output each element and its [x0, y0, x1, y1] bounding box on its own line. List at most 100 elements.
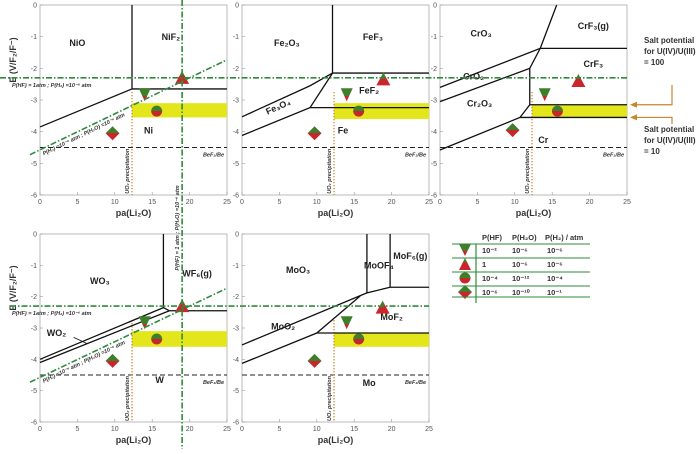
panel-mo: 0 5 10 15 20 25 0 -1 -2 -3 -4 -5 -6 pa(Li₂O) BeF₂/Be UO… [233, 232, 433, 446]
y-tick-label: -6 [431, 193, 437, 200]
legend-diamond-icon [458, 285, 472, 299]
salt-potential-band [132, 103, 227, 118]
marker-legend-table: P(HF) P(H₂O) P(H₂) / atm 10⁻² 10⁻⁶ 10⁻⁶ 1 10⁻⁶ 1… [452, 233, 590, 303]
x-tick-label: 20 [388, 426, 396, 433]
region-label: Fe [338, 125, 349, 135]
salt-potential-band [132, 331, 227, 347]
region-label: MoF₂ [380, 312, 403, 322]
x-tick-label: 5 [277, 426, 281, 433]
x-tick-label: 15 [350, 426, 358, 433]
bef2-be-label: BeF₂/Be [405, 153, 426, 159]
region-label: Fe₂O₃ [274, 38, 300, 48]
x-tick-label: 20 [388, 199, 396, 206]
uo2-precipitation-label: UO₂ precipitation [125, 148, 131, 194]
salt-potential-label: = 100 [644, 58, 665, 67]
legend-value: 10⁻⁶ [512, 246, 528, 255]
marker-diamond [105, 126, 120, 141]
y-tick-label: -6 [233, 420, 239, 427]
y-tick-label: 0 [433, 3, 437, 10]
uo2-precipitation-label: UO₂ precipitation [327, 375, 333, 421]
region-label: CrO₃ [471, 29, 492, 39]
y-tick-label: 0 [235, 3, 239, 10]
phase-boundary [241, 292, 368, 346]
phase-boundary [439, 67, 530, 103]
y-tick-label: -1 [31, 34, 37, 41]
x-tick-label: 20 [586, 199, 594, 206]
y-tick-label: -4 [31, 129, 37, 136]
region-label: NiO [69, 38, 85, 48]
legend-header: P(H₂) / atm [545, 233, 584, 242]
marker-up-triangle [175, 299, 190, 313]
x-axis-label: pa(Li₂O) [516, 208, 552, 218]
x-tick-label: 10 [111, 426, 119, 433]
region-label: CrF₃(g) [578, 21, 609, 31]
marker-up-triangle [375, 300, 390, 314]
phase-boundary [39, 88, 133, 128]
x-tick-label: 0 [38, 199, 42, 206]
plot-area [39, 4, 228, 196]
region-label: NiF₂ [162, 32, 181, 42]
y-axis-label: E (V/F₂/F⁻) [8, 265, 18, 310]
phase-boundary [439, 116, 627, 151]
region-label: WF₆(g) [182, 268, 212, 278]
region-label: MoO₂ [271, 322, 295, 332]
y-tick-label: -2 [431, 66, 437, 73]
legend-value: 10⁻¹⁰ [512, 288, 531, 297]
y-tick-label: -4 [31, 357, 37, 364]
legend-value: 10⁻⁴ [482, 274, 498, 283]
x-tick-label: 5 [475, 199, 479, 206]
salt-potential-label: for U(IV)/U(III) [644, 136, 696, 145]
y-tick-label: -3 [233, 98, 239, 105]
y-tick-label: -4 [431, 129, 437, 136]
region-label: WO₂ [47, 328, 67, 338]
y-tick-label: 0 [33, 3, 37, 10]
region-label: MoF₆(g) [393, 251, 427, 261]
y-tick-label: -4 [233, 357, 239, 364]
uo2-precipitation-label: UO₂ precipitation [125, 375, 131, 421]
region-label: FeF₃ [363, 32, 383, 42]
y-tick-label: 0 [235, 232, 239, 239]
bef2-be-label: BeF₂/Be [203, 380, 224, 386]
x-tick-label: 0 [38, 426, 42, 433]
phase-boundary [519, 48, 541, 118]
bef2-be-label: BeF₂/Be [405, 380, 426, 386]
marker-down-triangle [340, 316, 353, 330]
y-tick-label: -2 [31, 294, 37, 301]
wo2-arrow [73, 337, 88, 345]
marker-down-triangle [340, 88, 353, 102]
bef2-be-label: BeF₂/Be [203, 153, 224, 159]
salt-potential-band [334, 333, 429, 347]
phase-boundary [39, 307, 164, 360]
x-tick-label: 5 [277, 199, 281, 206]
legend-value: 10⁻⁶ [547, 260, 563, 269]
x-tick-label: 10 [111, 199, 119, 206]
y-tick-label: -5 [233, 388, 239, 395]
x-tick-label: 15 [148, 199, 156, 206]
salt-potential-arrow [632, 116, 673, 124]
bef2-be-label: BeF₂/Be [603, 153, 624, 159]
region-label: Cr₂O₃ [467, 98, 492, 108]
y-axis-label: E (V/F₂/F⁻) [8, 37, 18, 82]
marker-circle [353, 333, 365, 345]
phase-boundary [439, 47, 541, 88]
legend-value: 10⁻¹² [512, 274, 530, 283]
marker-diamond [307, 353, 322, 368]
marker-diamond [307, 126, 322, 141]
x-tick-label: 25 [425, 426, 433, 433]
x-tick-label: 15 [350, 199, 358, 206]
x-tick-label: 15 [148, 426, 156, 433]
x-tick-label: 25 [425, 199, 433, 206]
marker-circle [151, 105, 163, 117]
phase-boundary [366, 234, 429, 294]
region-label: Ni [144, 125, 153, 135]
hf-line-label: P(HF) = 1atm ; P(H₂) =10⁻⁶ atm [12, 311, 91, 317]
legend-header: P(H₂O) [512, 233, 537, 242]
marker-circle [151, 333, 163, 345]
x-tick-label: 25 [223, 199, 231, 206]
x-tick-label: 0 [240, 426, 244, 433]
marker-diamond [105, 353, 120, 368]
x-tick-label: 25 [223, 426, 231, 433]
marker-down-triangle [538, 88, 551, 102]
y-tick-label: -1 [233, 263, 239, 270]
x-axis-label: pa(Li₂O) [318, 208, 354, 218]
